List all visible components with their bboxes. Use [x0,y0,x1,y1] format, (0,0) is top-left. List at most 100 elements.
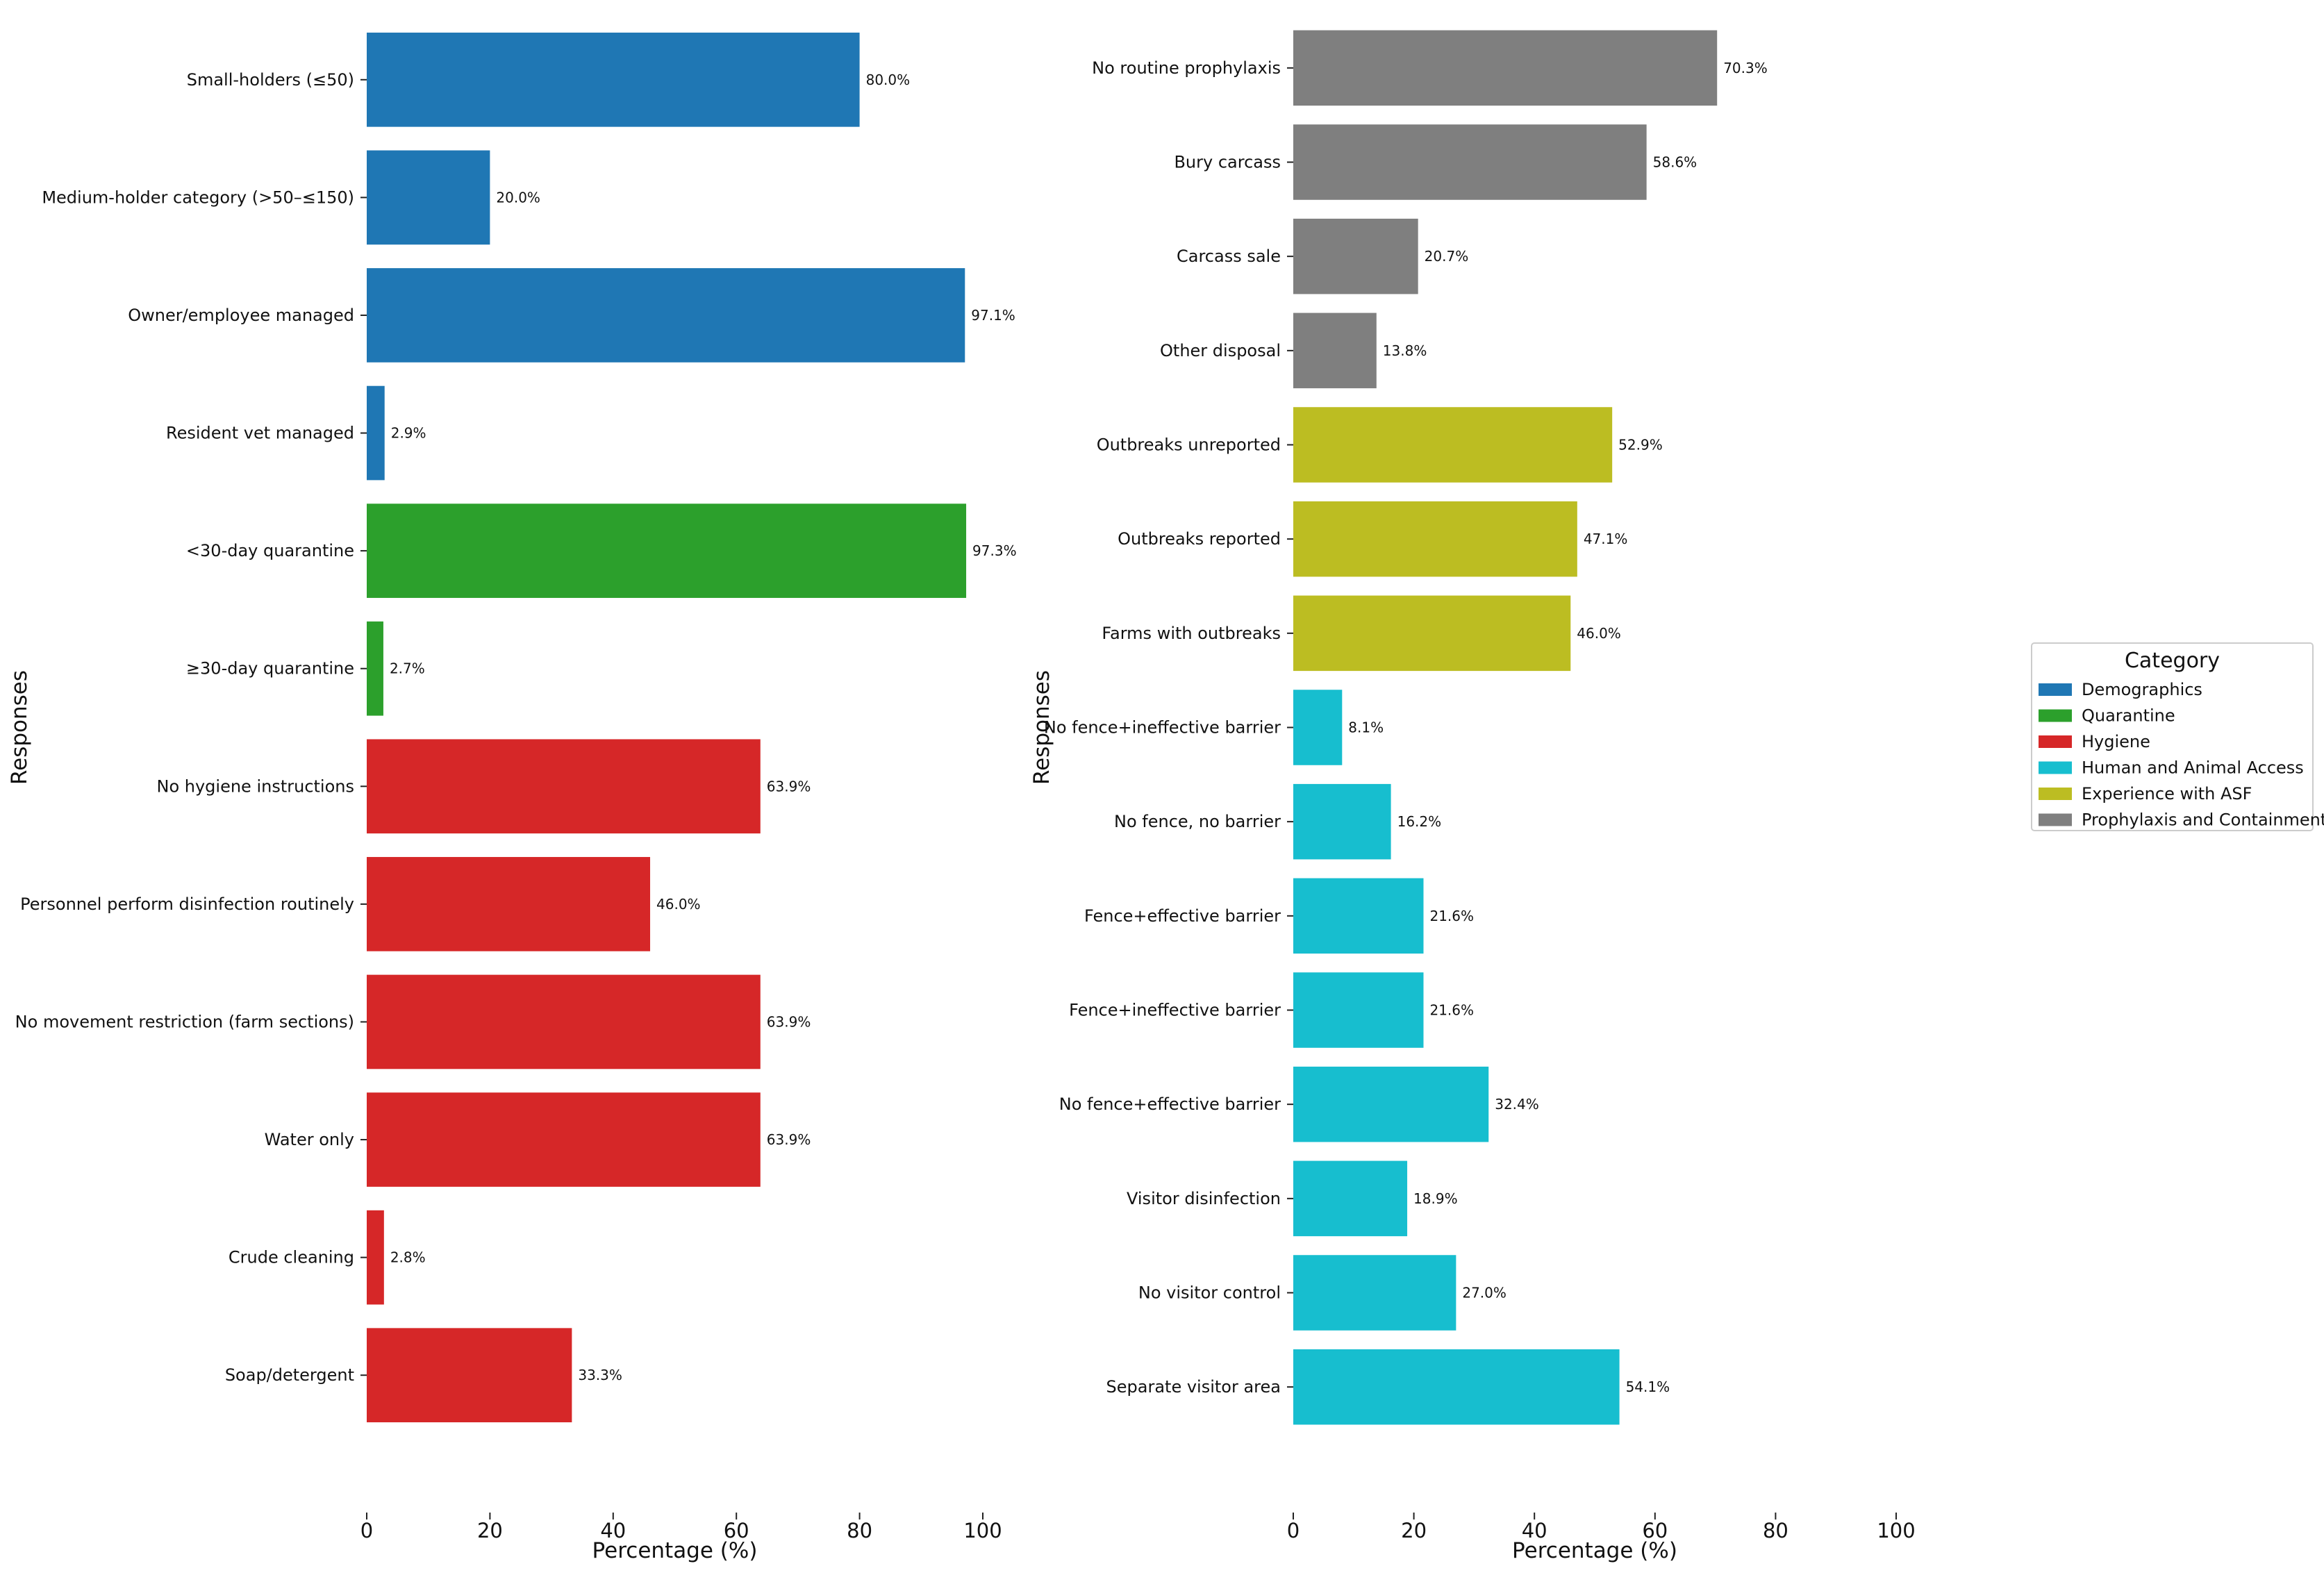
category-label: No fence, no barrier [1114,812,1281,831]
value-label: 27.0% [1462,1285,1507,1301]
bar [367,150,490,245]
x-tick-label: 100 [1877,1519,1915,1542]
x-tick-label: 60 [724,1519,749,1542]
bar [367,268,965,363]
bar [367,503,967,598]
value-label: 21.6% [1429,908,1474,924]
value-label: 2.8% [390,1249,426,1266]
value-label: 2.9% [391,425,426,442]
x-tick-label: 20 [477,1519,503,1542]
x-axis-title: Percentage (%) [1512,1538,1677,1563]
category-label: Visitor disinfection [1127,1189,1281,1208]
legend-swatch [2039,813,2072,826]
category-label: Soap/detergent [225,1365,354,1385]
x-tick-label: 0 [1287,1519,1300,1542]
x-tick-label: 80 [847,1519,872,1542]
legend-frame [2031,642,2314,831]
value-label: 20.7% [1425,248,1469,265]
category-label: Farms with outbreaks [1102,624,1281,643]
value-label: 70.3% [1723,60,1768,76]
bar [367,974,761,1069]
legend-swatch [2039,683,2072,696]
x-tick-label: 0 [360,1519,373,1542]
category-label: Owner/employee managed [128,306,354,325]
category-label: Fence+ineffective barrier [1069,1001,1281,1020]
value-label: 52.9% [1618,437,1663,453]
legend-label: Experience with ASF [2082,784,2252,804]
legend-swatch [2039,735,2072,748]
value-label: 47.1% [1584,531,1628,547]
bar [367,621,383,716]
value-label: 63.9% [767,1013,811,1030]
category-label: Fence+effective barrier [1084,906,1281,926]
bar [367,32,860,127]
legend-swatch [2039,761,2072,774]
category-label: Crude cleaning [229,1248,354,1267]
bar [1293,690,1343,765]
x-tick-label: 60 [1642,1519,1668,1542]
bar [1293,407,1613,483]
value-label: 58.6% [1653,154,1698,171]
bar [367,739,761,834]
value-label: 2.7% [390,660,425,677]
legend-label: Quarantine [2082,706,2175,726]
panel-2: No routine prophylaxis 70.3% Bury carcass 5… [1029,30,1916,1563]
bar [1293,501,1577,577]
category-label: Water only [265,1130,354,1149]
bar [1293,972,1424,1048]
legend-label: Hygiene [2082,732,2150,751]
category-label: Resident vet managed [166,424,354,443]
category-label: No routine prophylaxis [1092,58,1281,78]
value-label: 63.9% [767,778,811,794]
category-label: No hygiene instructions [157,776,355,796]
panel-1: Small-holders (≤50) 80.0% Medium-holder ca… [7,32,1017,1563]
value-label: 54.1% [1626,1379,1670,1395]
value-label: 80.0% [866,72,911,88]
category-label: <30-day quarantine [186,541,354,560]
bar [367,857,651,951]
legend-label: Prophylaxis and Containment [2082,810,2324,830]
legend: Category Demographics Quarantine Hygiene Hum… [2031,642,2324,831]
legend-swatch [2039,709,2072,722]
legend-label: Demographics [2082,680,2202,699]
bar [1293,1255,1456,1331]
category-label: No fence+effective barrier [1059,1094,1281,1114]
bar [1293,595,1571,672]
bar [1293,313,1377,389]
y-axis-title: Responses [1029,670,1054,785]
x-tick-label: 40 [1522,1519,1547,1542]
bar [1293,1349,1620,1425]
bar [1293,124,1647,200]
bar [1293,30,1718,106]
bar [367,1210,384,1305]
bar [1293,878,1424,954]
value-label: 18.9% [1413,1190,1458,1207]
value-label: 20.0% [496,189,540,206]
x-tick-label: 40 [600,1519,626,1542]
bar [367,385,385,481]
x-tick-label: 80 [1763,1519,1788,1542]
category-label: Outbreaks reported [1118,529,1281,549]
value-label: 16.2% [1397,813,1442,830]
category-label: No fence+ineffective barrier [1044,718,1281,738]
category-label: No movement restriction (farm sections) [15,1012,354,1031]
value-label: 32.4% [1495,1096,1539,1113]
legend-label: Human and Animal Access [2082,758,2304,778]
legend-swatch [2039,788,2072,800]
value-label: 33.3% [578,1367,622,1383]
x-axis-title: Percentage (%) [592,1538,758,1563]
category-label: Outbreaks unreported [1097,435,1281,455]
x-tick-label: 100 [963,1519,1002,1542]
bar [367,1328,572,1423]
value-label: 21.6% [1429,1002,1474,1019]
value-label: 97.3% [972,542,1017,559]
bar [367,1092,761,1187]
bar [1293,1160,1408,1237]
category-label: Other disposal [1160,341,1281,360]
value-label: 8.1% [1348,719,1384,736]
category-label: Carcass sale [1177,247,1281,266]
x-tick-label: 20 [1401,1519,1427,1542]
value-label: 97.1% [971,307,1015,324]
category-label: No visitor control [1138,1283,1281,1303]
